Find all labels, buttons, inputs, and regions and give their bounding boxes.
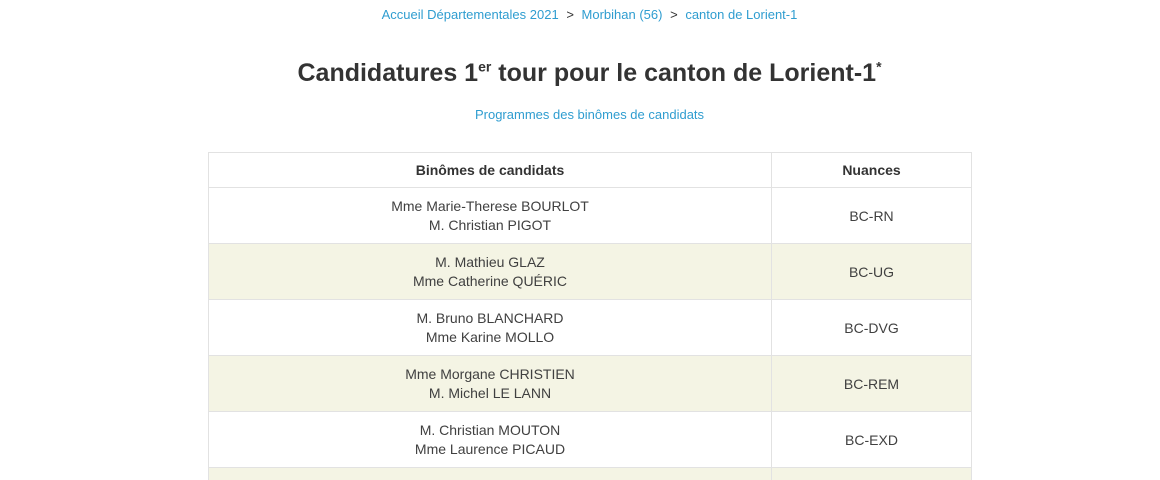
- nuance-cell: BC-UG: [771, 243, 972, 300]
- nuance-cell: BC-REM: [771, 355, 972, 412]
- candidate-name: Mme Karine MOLLO: [425, 328, 555, 345]
- candidate-name: M. Christian PIGOT: [428, 216, 552, 233]
- breadcrumb-link-canton[interactable]: canton de Lorient-1: [685, 7, 798, 22]
- candidates-cell: M. Mathieu GLAZ Mme Catherine QUÉRIC: [208, 243, 772, 300]
- breadcrumb: Accueil Départementales 2021 > Morbihan …: [208, 0, 971, 22]
- candidate-name: Mme Catherine QUÉRIC: [412, 272, 568, 289]
- candidates-cell: Mme Morgane CHRISTIEN M. Michel LE LANN: [208, 355, 772, 412]
- title-superscript-er: er: [478, 58, 492, 75]
- table-row: M. Christian MOUTON Mme Laurence PICAUD …: [208, 411, 972, 468]
- column-header-binomes: Binômes de candidats: [208, 152, 772, 188]
- candidate-name: Mme Morgane CHRISTIEN: [405, 365, 575, 382]
- table-header-row: Binômes de candidats Nuances: [208, 152, 972, 188]
- nuance-cell: BC-EXD: [771, 411, 972, 468]
- programs-link-container: Programmes des binômes de candidats: [208, 108, 971, 122]
- table-row: Mme Marie-Therese BOURLOT M. Christian P…: [208, 187, 972, 244]
- table-row: [208, 467, 972, 480]
- column-header-nuances: Nuances: [771, 152, 972, 188]
- breadcrumb-separator: >: [670, 7, 678, 22]
- table-row: M. Mathieu GLAZ Mme Catherine QUÉRIC BC-…: [208, 243, 972, 300]
- title-superscript-asterisk: *: [876, 58, 882, 75]
- table-row: M. Bruno BLANCHARD Mme Karine MOLLO BC-D…: [208, 299, 972, 356]
- candidates-cell: [208, 467, 772, 480]
- breadcrumb-link-departement[interactable]: Morbihan (56): [581, 7, 663, 22]
- candidate-name: M. Michel LE LANN: [428, 384, 552, 401]
- candidate-name: Mme Marie-Therese BOURLOT: [391, 197, 589, 214]
- page-title: Candidatures 1er tour pour le canton de …: [297, 58, 882, 87]
- candidate-name: Mme Laurence PICAUD: [414, 440, 566, 457]
- table-row: Mme Morgane CHRISTIEN M. Michel LE LANN …: [208, 355, 972, 412]
- candidate-name: M. Christian MOUTON: [419, 421, 561, 438]
- candidates-cell: Mme Marie-Therese BOURLOT M. Christian P…: [208, 187, 772, 244]
- candidates-table: Binômes de candidats Nuances Mme Marie-T…: [208, 152, 972, 480]
- candidates-cell: M. Bruno BLANCHARD Mme Karine MOLLO: [208, 299, 772, 356]
- candidate-name: M. Bruno BLANCHARD: [416, 309, 564, 326]
- breadcrumb-link-accueil[interactable]: Accueil Départementales 2021: [381, 7, 559, 22]
- programs-link[interactable]: Programmes des binômes de candidats: [474, 107, 705, 122]
- page-content: Accueil Départementales 2021 > Morbihan …: [208, 0, 972, 480]
- nuance-cell: [771, 467, 972, 480]
- nuance-cell: BC-RN: [771, 187, 972, 244]
- breadcrumb-separator: >: [566, 7, 574, 22]
- candidate-name: M. Mathieu GLAZ: [435, 253, 545, 270]
- candidates-cell: M. Christian MOUTON Mme Laurence PICAUD: [208, 411, 772, 468]
- nuance-cell: BC-DVG: [771, 299, 972, 356]
